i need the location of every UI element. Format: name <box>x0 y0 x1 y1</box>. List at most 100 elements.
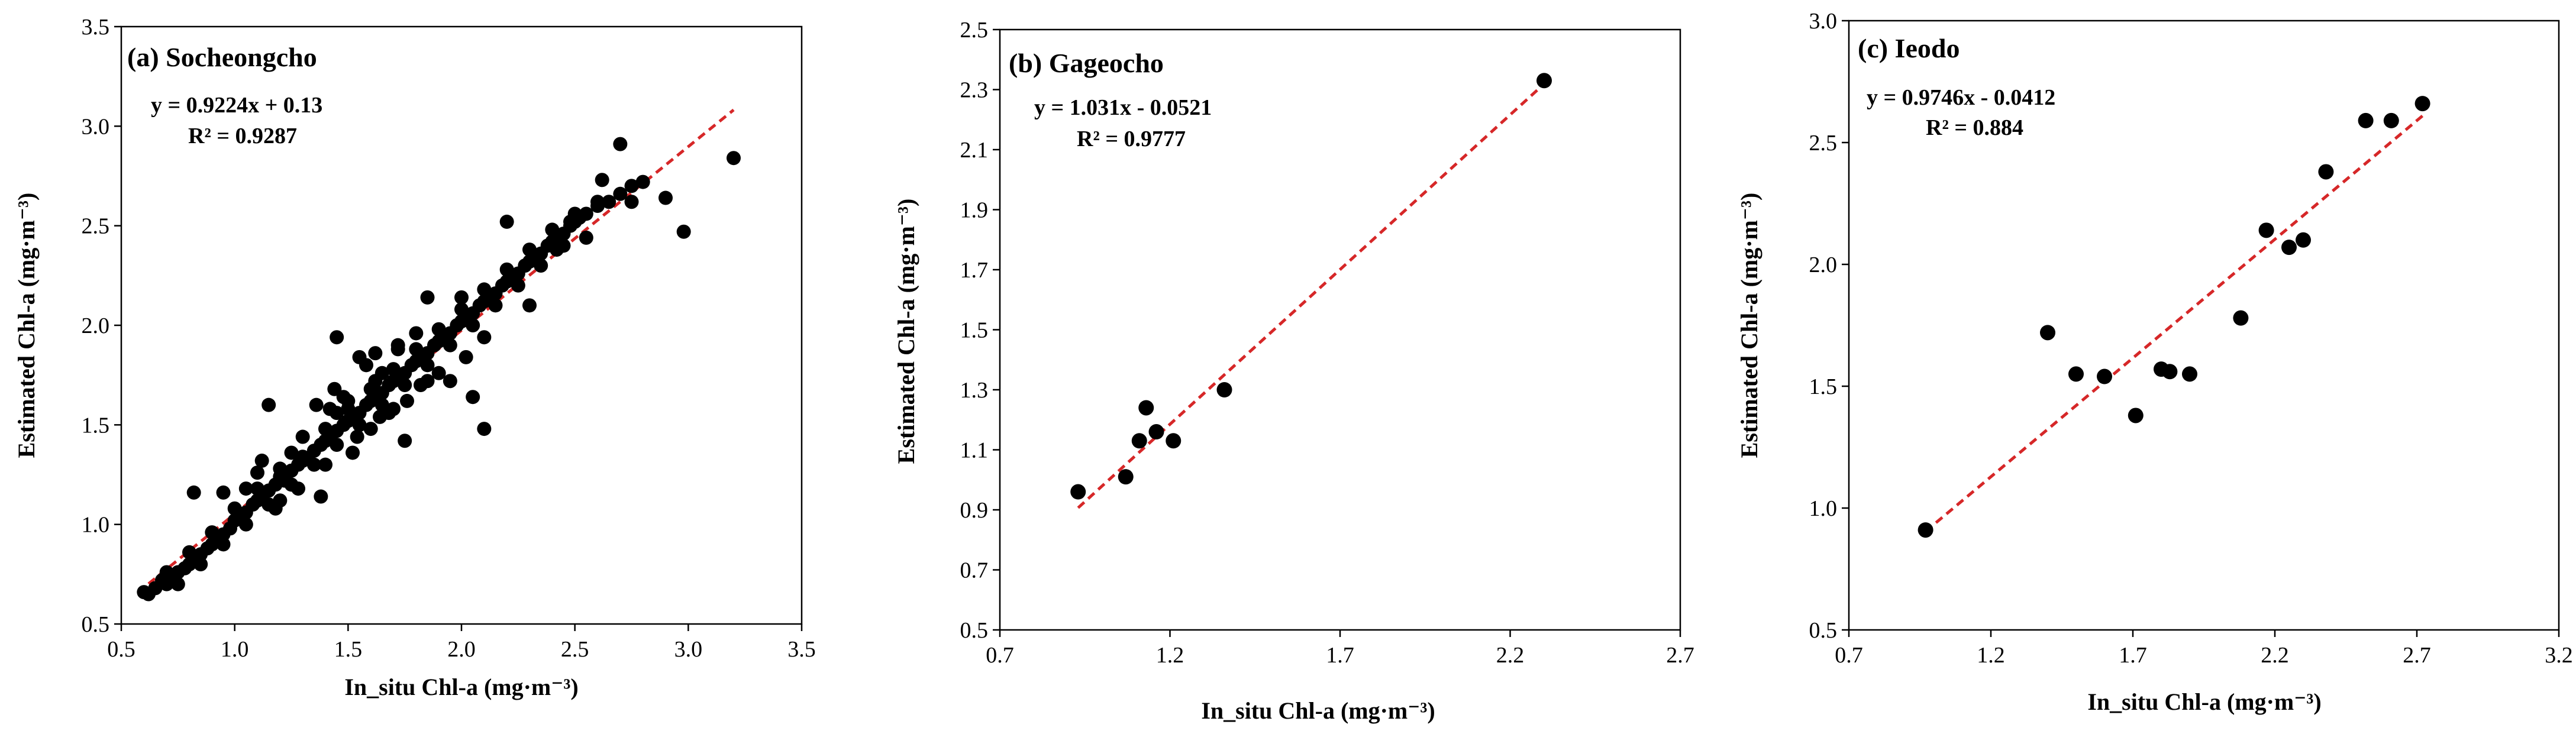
data-point-c <box>2318 164 2334 180</box>
chart-title-c: (c) Ieodo <box>1858 33 1960 63</box>
data-point-a <box>363 422 378 436</box>
x-tick-label-c: 3.2 <box>2545 643 2573 668</box>
y-tick-label-b: 0.9 <box>960 498 989 523</box>
data-point-a <box>318 457 333 472</box>
data-point-a <box>346 445 360 460</box>
data-point-a <box>443 338 457 353</box>
data-point-a <box>238 517 253 532</box>
data-point-a <box>545 222 560 237</box>
x-tick-label-c: 2.7 <box>2403 643 2431 668</box>
data-point-a <box>386 362 401 377</box>
data-point-a <box>330 438 344 452</box>
y-tick-label-c: 1.0 <box>1809 496 1838 521</box>
data-point-a <box>624 179 639 193</box>
x-axis-label-a: In_situ Chl-a (mg·m⁻³) <box>344 674 578 700</box>
y-tick-label-a: 3.5 <box>82 15 110 40</box>
equation-b: y = 1.031x - 0.0521 <box>1034 95 1212 120</box>
data-point-a <box>238 481 253 496</box>
r-squared-a: R² = 0.9287 <box>188 124 297 148</box>
data-point-a <box>414 378 428 392</box>
data-point-a <box>579 230 593 245</box>
y-tick-label-b: 0.7 <box>960 558 989 583</box>
data-point-c <box>2258 222 2274 238</box>
x-tick-label-c: 2.2 <box>2261 643 2289 668</box>
data-point-a <box>373 409 387 424</box>
data-point-a <box>336 390 351 405</box>
chart-title-a: (a) Socheongcho <box>127 42 317 72</box>
data-point-a <box>590 195 605 209</box>
r-squared-b: R² = 0.9777 <box>1077 127 1186 151</box>
data-point-b <box>1148 424 1164 440</box>
data-point-b <box>1070 484 1086 500</box>
data-point-a <box>400 393 414 408</box>
data-point-a <box>322 402 337 416</box>
x-tick-label-a: 2.0 <box>447 637 476 662</box>
data-point-a <box>330 330 344 345</box>
y-tick-label-c: 3.0 <box>1809 9 1838 34</box>
data-point-a <box>170 577 185 591</box>
chart-panel-gageocho: 0.7 1.2 1.7 2.2 2.70.50.70.91.11.31.51.71.92… <box>893 18 1694 724</box>
data-point-a <box>511 278 525 293</box>
data-point-a <box>727 151 741 166</box>
data-point-a <box>295 429 310 444</box>
x-tick-label-a: 3.5 <box>787 637 816 662</box>
data-point-a <box>159 565 174 580</box>
data-point-a <box>477 422 492 436</box>
data-point-a <box>624 195 639 209</box>
y-axis-label-a: Estimated Chl-a (mg·m⁻³) <box>13 193 40 458</box>
data-point-a <box>291 481 305 496</box>
regression-line-c <box>1924 114 2424 533</box>
axes-c: 0.7 1.2 1.7 2.2 2.7 3.2 0.5 1.0 1.5 2.0 2.5 3.0 <box>1809 9 2573 668</box>
data-point-a <box>262 397 276 412</box>
data-point-b <box>1118 469 1134 485</box>
data-point-c <box>2383 112 2399 128</box>
data-point-a <box>602 195 616 209</box>
data-point-a <box>454 290 469 305</box>
x-tick-label-b: 2.2 <box>1496 643 1525 668</box>
fit-line-group-c <box>1924 114 2424 533</box>
data-point-a <box>550 242 564 257</box>
chart-panel-socheongcho: 0.5 1.0 1.5 2.0 2.5 3.0 3.5 0.5 1.0 1.5 2.0 2.5 3.0 3… <box>13 15 816 700</box>
data-point-a <box>477 330 492 345</box>
data-point-a <box>398 434 412 448</box>
x-axis-label-c: In_situ Chl-a (mg·m⁻³) <box>2087 688 2321 715</box>
r-squared-c: R² = 0.884 <box>1926 115 2023 140</box>
x-tick-label-a: 3.0 <box>674 637 703 662</box>
data-point-a <box>216 537 231 552</box>
data-point-a <box>459 350 473 364</box>
x-tick-label-c: 1.7 <box>2119 643 2147 668</box>
data-point-a <box>477 282 492 297</box>
data-point-b <box>1166 433 1182 449</box>
data-point-a <box>676 224 691 239</box>
data-point-a <box>227 501 242 516</box>
points-group-a <box>137 137 741 602</box>
y-tick-label-a: 3.0 <box>82 114 110 139</box>
data-point-a <box>350 429 364 444</box>
y-tick-label-c: 0.5 <box>1809 618 1838 643</box>
data-point-a <box>499 214 514 229</box>
regression-line-b <box>1077 82 1545 509</box>
x-tick-label-b: 2.7 <box>1666 643 1694 668</box>
y-tick-label-b: 1.5 <box>960 318 989 343</box>
x-tick-label-a: 1.5 <box>334 637 363 662</box>
data-point-a <box>658 190 673 205</box>
data-point-a <box>250 465 264 480</box>
data-point-a <box>579 206 593 221</box>
y-tick-label-b: 1.1 <box>960 438 989 463</box>
data-point-c <box>2162 364 2178 380</box>
data-point-c <box>2358 112 2374 128</box>
x-axis-label-b: In_situ Chl-a (mg·m⁻³) <box>1201 697 1435 724</box>
y-tick-label-a: 2.0 <box>82 313 110 338</box>
data-point-a <box>409 342 424 357</box>
y-tick-label-c: 2.0 <box>1809 253 1838 277</box>
y-tick-label-b: 2.5 <box>960 18 989 43</box>
data-point-c <box>2040 325 2055 341</box>
data-point-a <box>613 137 628 151</box>
axes-b: 0.7 1.2 1.7 2.2 2.70.50.70.91.11.31.51.71.92… <box>960 18 1694 668</box>
data-point-c <box>2233 310 2249 326</box>
data-point-a <box>295 450 310 464</box>
data-point-a <box>466 390 480 405</box>
data-point-a <box>420 358 435 373</box>
data-point-b <box>1536 73 1552 89</box>
chart-title-b: (b) Gageocho <box>1009 48 1164 78</box>
